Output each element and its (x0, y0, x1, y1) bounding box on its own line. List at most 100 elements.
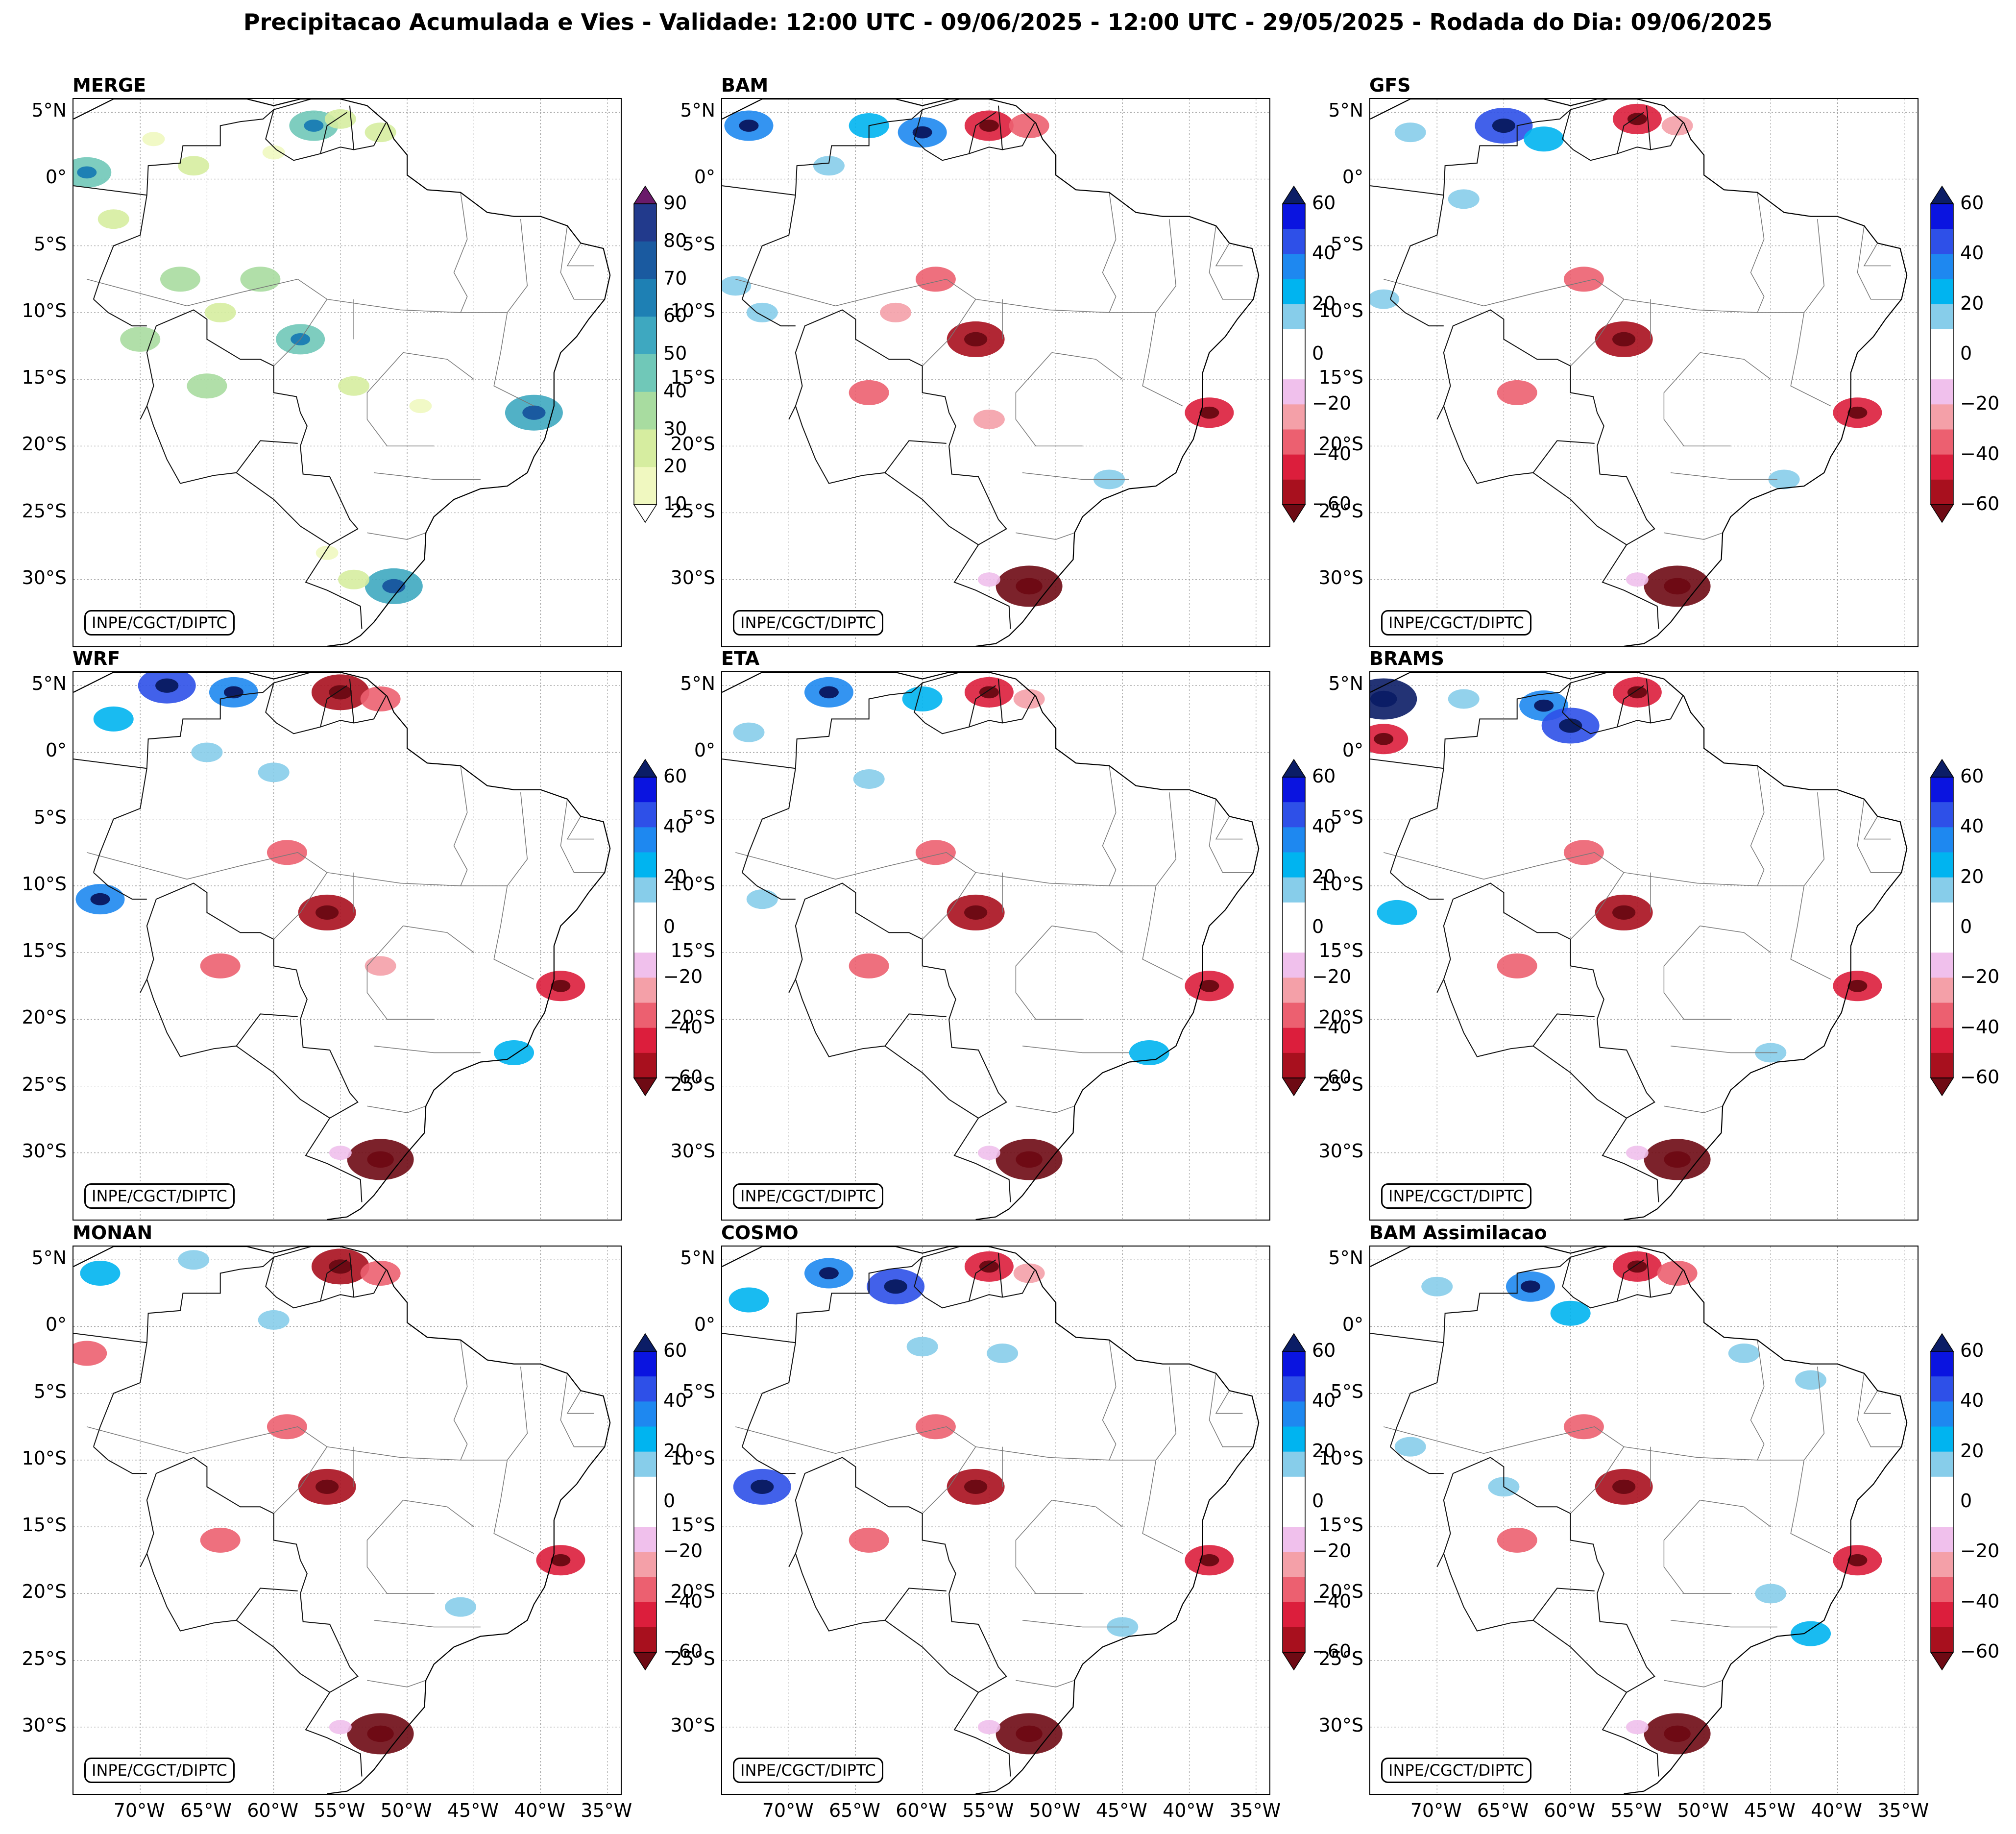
country-border (93, 108, 387, 300)
map-canvas[interactable] (1370, 672, 1918, 1220)
state-border (1215, 816, 1243, 840)
lon-tick-label: 35°W (581, 1800, 632, 1821)
lat-tick-label: 20°S (670, 1006, 715, 1028)
map-canvas[interactable] (73, 99, 621, 646)
colorbar-segment (1931, 254, 1953, 279)
map-canvas[interactable] (722, 99, 1269, 646)
colorbar-precip (633, 184, 657, 526)
colorbar-tick-label: −20 (1312, 966, 1352, 988)
map-canvas[interactable] (722, 672, 1269, 1220)
colorbar-segment (634, 1401, 656, 1427)
country-border (140, 882, 363, 1202)
colorbar-tick-label: 60 (663, 305, 687, 327)
map-brams[interactable]: INPE/CGCT/DIPTC (1369, 671, 1919, 1221)
panel-title: COSMO (721, 1222, 799, 1244)
country-border (969, 685, 996, 727)
country-border (795, 979, 947, 1057)
colorbar-tick-label: 20 (663, 865, 687, 887)
colorbar-segment (634, 1552, 656, 1577)
map-bam-assimilacao[interactable]: INPE/CGCT/DIPTC (1369, 1246, 1919, 1795)
lat-tick-label: 30°S (670, 566, 715, 588)
map-canvas[interactable] (73, 1247, 621, 1794)
data-cell (746, 889, 778, 909)
state-border (1015, 352, 1083, 447)
colorbar-tick-label: 0 (1312, 342, 1324, 364)
data-cell-core (1370, 690, 1397, 708)
colorbar-segment (634, 852, 656, 878)
colorbar-segment (1283, 902, 1305, 928)
map-canvas[interactable] (73, 672, 621, 1220)
country-border (741, 108, 1035, 300)
data-cell-core (979, 686, 999, 699)
lat-tick-label: 5°N (31, 99, 67, 122)
colorbar-outline (1930, 777, 1954, 1078)
map-wrf[interactable]: INPE/CGCT/DIPTC (73, 671, 622, 1221)
country-border (1570, 1247, 1608, 1258)
country-border (73, 1333, 147, 1344)
data-cell (1394, 1437, 1426, 1457)
colorbar-segment (634, 1502, 656, 1527)
colorbar-segment (1931, 204, 1953, 229)
country-border (884, 1619, 979, 1693)
map-bam[interactable]: INPE/CGCT/DIPTC (721, 98, 1270, 647)
colorbar-segment (1931, 1577, 1953, 1603)
country-border (1436, 309, 1659, 629)
colorbar-under-arrow (1930, 1077, 1954, 1097)
map-gfs[interactable]: INPE/CGCT/DIPTC (1369, 98, 1919, 647)
state-border (1790, 1367, 1831, 1554)
colorbar-segment (1283, 329, 1305, 355)
lon-tick-label: 40°W (1811, 1800, 1862, 1821)
colorbar-segment (1283, 1476, 1305, 1502)
data-cell (849, 380, 889, 405)
map-monan[interactable]: INPE/CGCT/DIPTC (73, 1246, 622, 1795)
colorbar-segment (1931, 479, 1953, 505)
lon-tick-label: 55°W (1610, 1800, 1662, 1821)
state-border (453, 765, 468, 886)
credit-label: INPE/CGCT/DIPTC (84, 1183, 235, 1209)
country-border (997, 105, 1003, 150)
state-border (1863, 243, 1891, 267)
colorbar-segment (634, 1451, 656, 1477)
data-cell-core (304, 120, 324, 132)
colorbar-tick-label: 10 (663, 493, 687, 514)
map-eta[interactable]: INPE/CGCT/DIPTC (721, 671, 1270, 1221)
state-border (366, 926, 434, 1020)
state-border (735, 1426, 1156, 1461)
colorbar-under-arrow (1282, 1652, 1306, 1671)
data-cell (1129, 1040, 1169, 1065)
colorbar-over-arrow (1930, 758, 1954, 778)
lat-tick-label: 10°S (1318, 299, 1363, 321)
colorbar-tick-label: 20 (1960, 1440, 1984, 1462)
colorbar-segment (1283, 1027, 1305, 1053)
lat-tick-label: 5°S (682, 806, 715, 828)
country-border (1570, 99, 1608, 110)
data-cell (733, 722, 765, 742)
map-cosmo[interactable]: INPE/CGCT/DIPTC (721, 1246, 1270, 1795)
map-canvas[interactable] (1370, 99, 1918, 646)
colorbar-tick-label: 50 (663, 342, 687, 364)
data-cell (160, 267, 200, 292)
colorbar-segment (634, 429, 656, 467)
state-border (1016, 1105, 1075, 1113)
country-border (93, 1446, 147, 1474)
data-cell-core (1199, 979, 1219, 992)
state-border (1663, 352, 1731, 447)
credit-label: INPE/CGCT/DIPTC (733, 610, 883, 636)
lat-tick-label: 20°S (22, 433, 67, 455)
colorbar-tick-label: 20 (1960, 865, 1984, 887)
colorbar-tick-label: −20 (1960, 966, 2000, 988)
map-canvas[interactable] (1370, 1247, 1918, 1794)
colorbar-tick-label: −60 (1312, 493, 1352, 514)
data-cell-core (1016, 1725, 1043, 1742)
colorbar-segment (634, 391, 656, 430)
colorbar-tick-label: 60 (663, 765, 687, 787)
data-cell (1448, 189, 1480, 209)
state-border (367, 532, 426, 540)
map-canvas[interactable] (722, 1247, 1269, 1794)
state-border (493, 219, 534, 407)
data-cell (73, 1341, 107, 1366)
map-merge[interactable]: INPE/CGCT/DIPTC (73, 98, 622, 647)
data-cell (329, 1146, 352, 1160)
colorbar-tick-label: −60 (663, 1640, 703, 1662)
colorbar-segment (1283, 1577, 1305, 1603)
